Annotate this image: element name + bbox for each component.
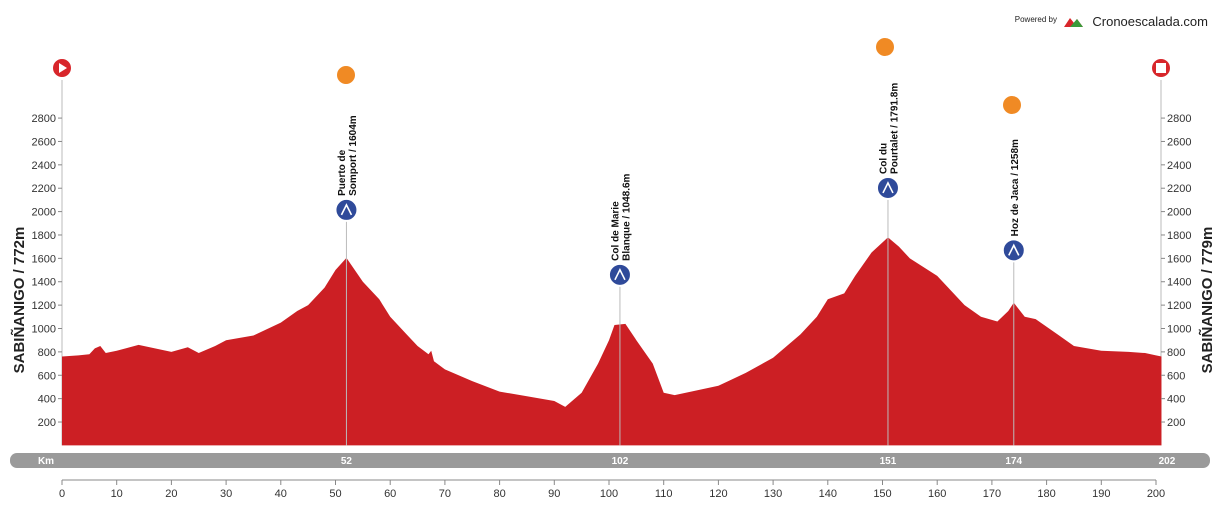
y2-tick-label: 600 (1167, 370, 1185, 382)
x-tick-label: 140 (819, 488, 837, 500)
y-tick-label: 2400 (32, 160, 56, 172)
climb-icon-glyph (882, 181, 894, 194)
y-tick-label: 1600 (32, 253, 56, 265)
climb-label: Somport / 1604m (348, 115, 359, 196)
x-tick-label: 20 (165, 488, 177, 500)
km-bar (10, 453, 1210, 468)
climb-label: Hoz de Jaca / 1258m (1010, 139, 1021, 236)
y-tick-label: 2600 (32, 136, 56, 148)
y2-tick-label: 2600 (1167, 136, 1191, 148)
climb-label: Col du (878, 143, 889, 174)
climb-label: Pourtalet / 1791.8m (889, 83, 900, 174)
y-tick-label: 1400 (32, 277, 56, 289)
start-label: SABIÑANIGO / 772m (10, 227, 28, 374)
y2-tick-label: 400 (1167, 394, 1185, 406)
climb-icon-glyph (340, 203, 353, 216)
km-marker: 102 (612, 456, 629, 467)
x-tick-label: 10 (111, 488, 123, 500)
y2-tick-label: 1000 (1167, 324, 1191, 336)
x-tick-label: 80 (493, 488, 505, 500)
km-marker: 174 (1005, 456, 1022, 467)
y-tick-label: 2200 (32, 183, 56, 195)
y2-tick-label: 800 (1167, 347, 1185, 359)
x-tick-label: 70 (439, 488, 451, 500)
climb-icon (607, 262, 632, 287)
y-tick-label: 800 (38, 347, 56, 359)
x-tick-label: 200 (1147, 488, 1165, 500)
x-tick-label: 190 (1092, 488, 1110, 500)
x-tick-label: 130 (764, 488, 782, 500)
y2-tick-label: 2800 (1167, 113, 1191, 125)
elevation-area (62, 237, 1162, 446)
feed-icon (335, 64, 357, 86)
km-marker: 151 (880, 456, 897, 467)
climb-icon (1001, 238, 1026, 263)
x-tick-label: 180 (1037, 488, 1055, 500)
y2-tick-label: 2400 (1167, 160, 1191, 172)
y-tick-label: 1000 (32, 324, 56, 336)
brand-logo-peak (1070, 19, 1083, 27)
x-tick-label: 30 (220, 488, 232, 500)
finish-label: SABIÑANIGO / 779m (1198, 227, 1216, 374)
km-marker: 202 (1159, 456, 1176, 467)
y2-tick-label: 2200 (1167, 183, 1191, 195)
x-tick-label: 40 (275, 488, 287, 500)
climb-icon-glyph (614, 268, 626, 281)
x-tick-label: 120 (709, 488, 727, 500)
km-bar-label: Km (38, 456, 54, 467)
feed-icon (1001, 94, 1023, 116)
powered-by: Powered by (1015, 15, 1057, 24)
climb-label: Blanque / 1048.6m (621, 173, 632, 260)
x-tick-label: 100 (600, 488, 618, 500)
y-tick-label: 2000 (32, 207, 56, 219)
icons (51, 36, 1172, 116)
y-tick-label: 2800 (32, 113, 56, 125)
y2-tick-label: 2000 (1167, 207, 1191, 219)
y-tick-label: 200 (38, 417, 56, 429)
x-tick-label: 50 (329, 488, 341, 500)
y-tick-label: 1200 (32, 300, 56, 312)
y-tick-label: 400 (38, 394, 56, 406)
x-tick-label: 90 (548, 488, 560, 500)
y-tick-label: 600 (38, 370, 56, 382)
x-tick-label: 150 (873, 488, 891, 500)
y2-tick-label: 1400 (1167, 277, 1191, 289)
climb-label: Col de Marie (610, 201, 621, 261)
brand: Cronoescalada.com (1092, 14, 1208, 29)
feed-icon (874, 36, 896, 58)
climb-icon (875, 175, 900, 200)
start-arrow (59, 63, 67, 73)
y-tick-label: 1800 (32, 230, 56, 242)
climb-icon (334, 197, 359, 222)
finish-flag (1156, 63, 1166, 73)
y2-tick-label: 1800 (1167, 230, 1191, 242)
x-tick-label: 0 (59, 488, 65, 500)
km-marker: 52 (341, 456, 353, 467)
x-tick-label: 160 (928, 488, 946, 500)
y2-tick-label: 1600 (1167, 253, 1191, 265)
x-tick-label: 170 (983, 488, 1001, 500)
x-tick-label: 60 (384, 488, 396, 500)
y2-tick-label: 200 (1167, 417, 1185, 429)
climb-label: Puerto de (337, 149, 348, 196)
y2-tick-label: 1200 (1167, 300, 1191, 312)
climb-icon-glyph (1008, 243, 1020, 256)
x-tick-label: 110 (655, 488, 673, 500)
